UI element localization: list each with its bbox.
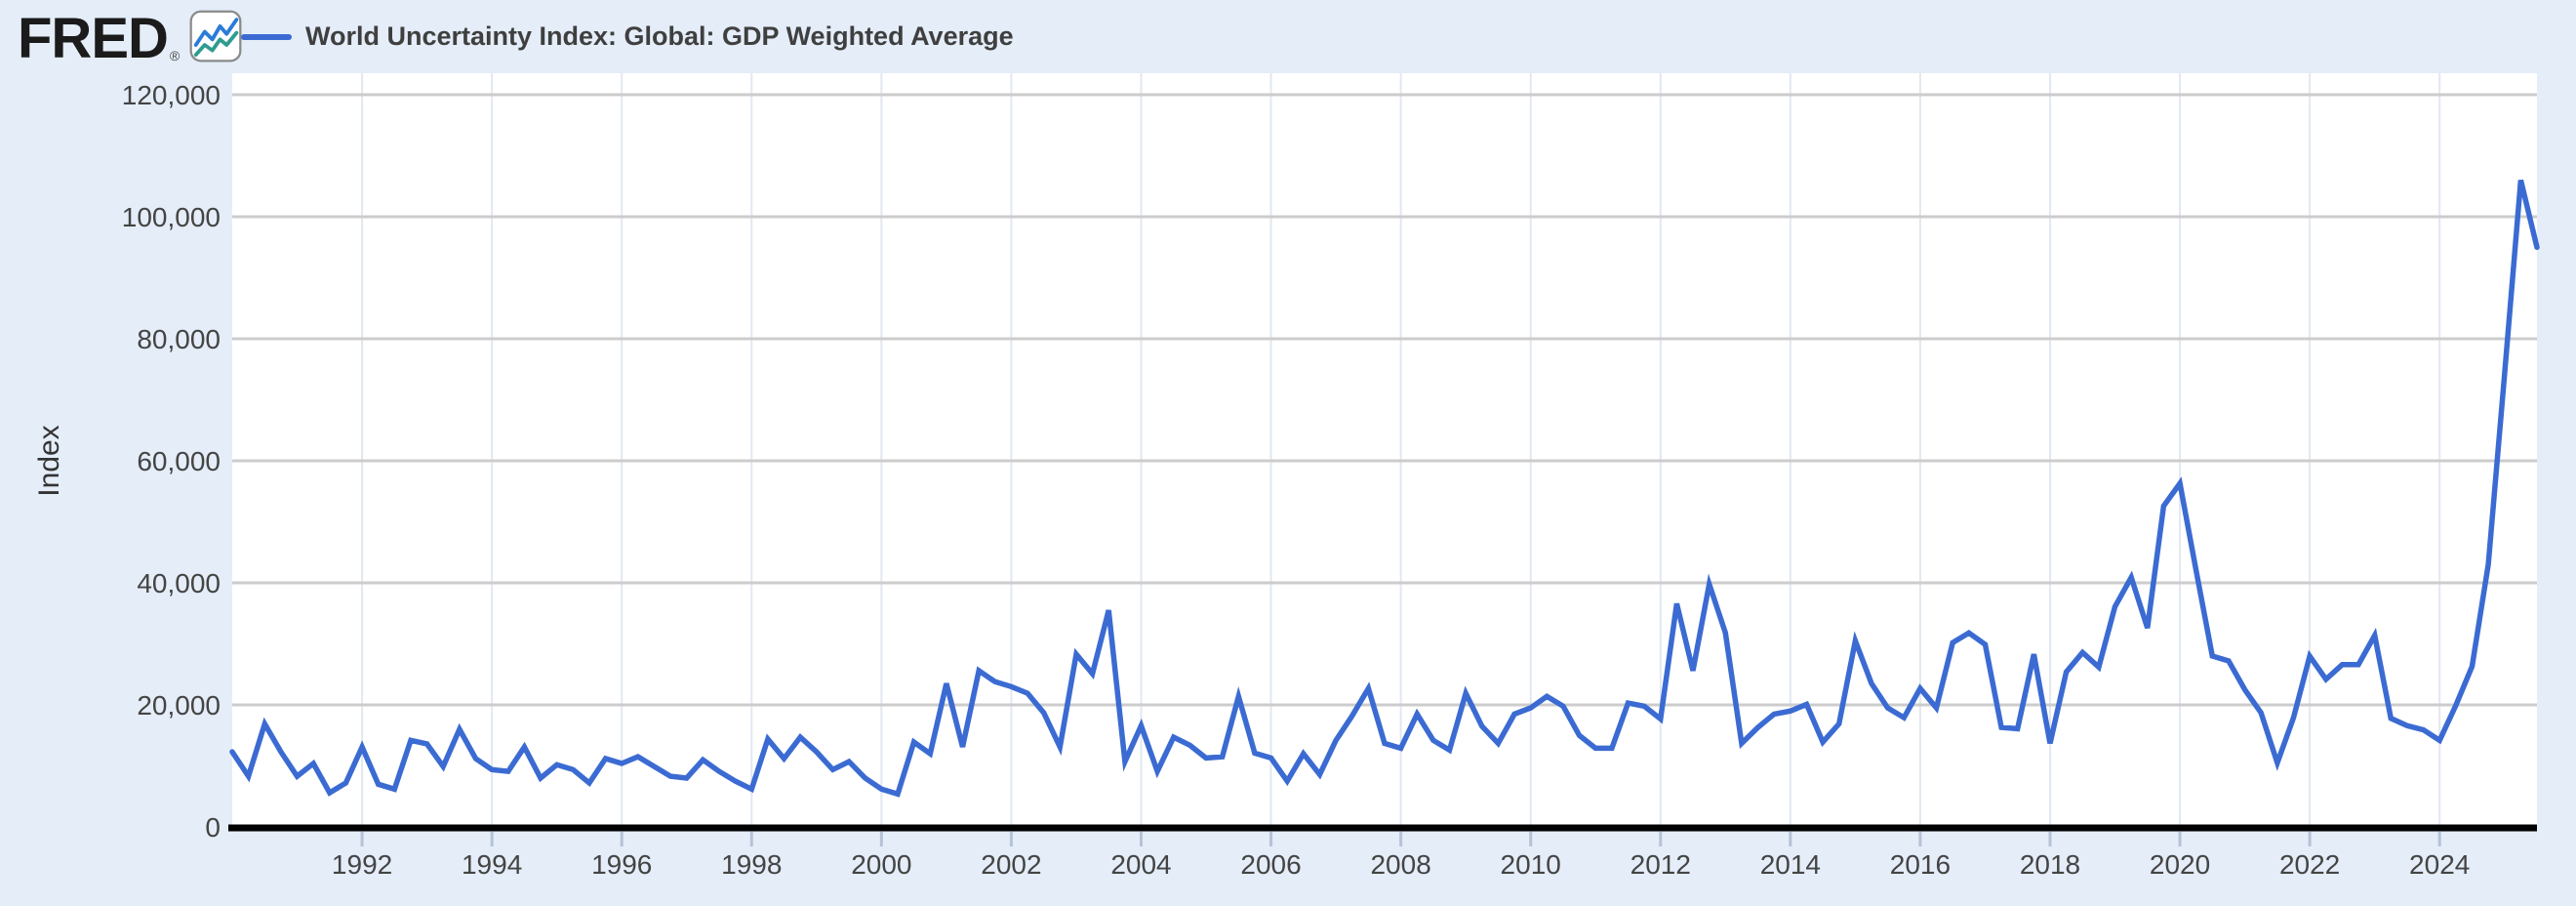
y-tick-label: 80,000 xyxy=(137,324,221,354)
series-line[interactable] xyxy=(229,179,2540,798)
x-tick-label: 2000 xyxy=(851,849,911,880)
x-tick-label: 2018 xyxy=(2020,849,2080,880)
y-tick-label: 20,000 xyxy=(137,690,221,721)
x-tick-label: 2010 xyxy=(1501,849,1561,880)
plot-area[interactable] xyxy=(232,73,2537,831)
series-legend: World Uncertainty Index: Global: GDP Wei… xyxy=(241,21,1014,52)
y-axis-title: Index xyxy=(33,425,65,496)
x-tick-label: 2004 xyxy=(1110,849,1171,880)
y-tick-label: 60,000 xyxy=(137,446,221,476)
x-tick-label: 1998 xyxy=(721,849,782,880)
y-tick-label: 120,000 xyxy=(122,80,221,110)
x-tick-label: 2002 xyxy=(981,849,1041,880)
fred-sparkline-icon xyxy=(189,10,242,67)
y-tick-label: 0 xyxy=(205,812,221,843)
x-tick-label: 2014 xyxy=(1760,849,1821,880)
y-tick-label: 100,000 xyxy=(122,202,221,232)
x-tick-label: 1992 xyxy=(332,849,392,880)
x-tick-label: 2012 xyxy=(1630,849,1691,880)
x-tick-label: 2024 xyxy=(2409,849,2470,880)
x-tick-label: 2020 xyxy=(2150,849,2210,880)
legend-series-label[interactable]: World Uncertainty Index: Global: GDP Wei… xyxy=(305,21,1014,51)
chart-header: FRED ® World Uncertainty Index: Global: … xyxy=(0,0,2576,73)
registered-trademark: ® xyxy=(169,48,181,63)
x-tick-label: 2016 xyxy=(1890,849,1951,880)
x-tick-label: 1994 xyxy=(462,849,522,880)
x-tick-label: 1996 xyxy=(591,849,652,880)
x-tick-label: 2006 xyxy=(1240,849,1301,880)
legend-line-swatch xyxy=(241,33,292,40)
x-tick-label: 2022 xyxy=(2279,849,2340,880)
fred-logo[interactable]: FRED ® xyxy=(18,10,242,67)
fred-logo-text: FRED xyxy=(18,6,169,70)
y-tick-label: 40,000 xyxy=(137,568,221,598)
x-tick-label: 2008 xyxy=(1370,849,1430,880)
